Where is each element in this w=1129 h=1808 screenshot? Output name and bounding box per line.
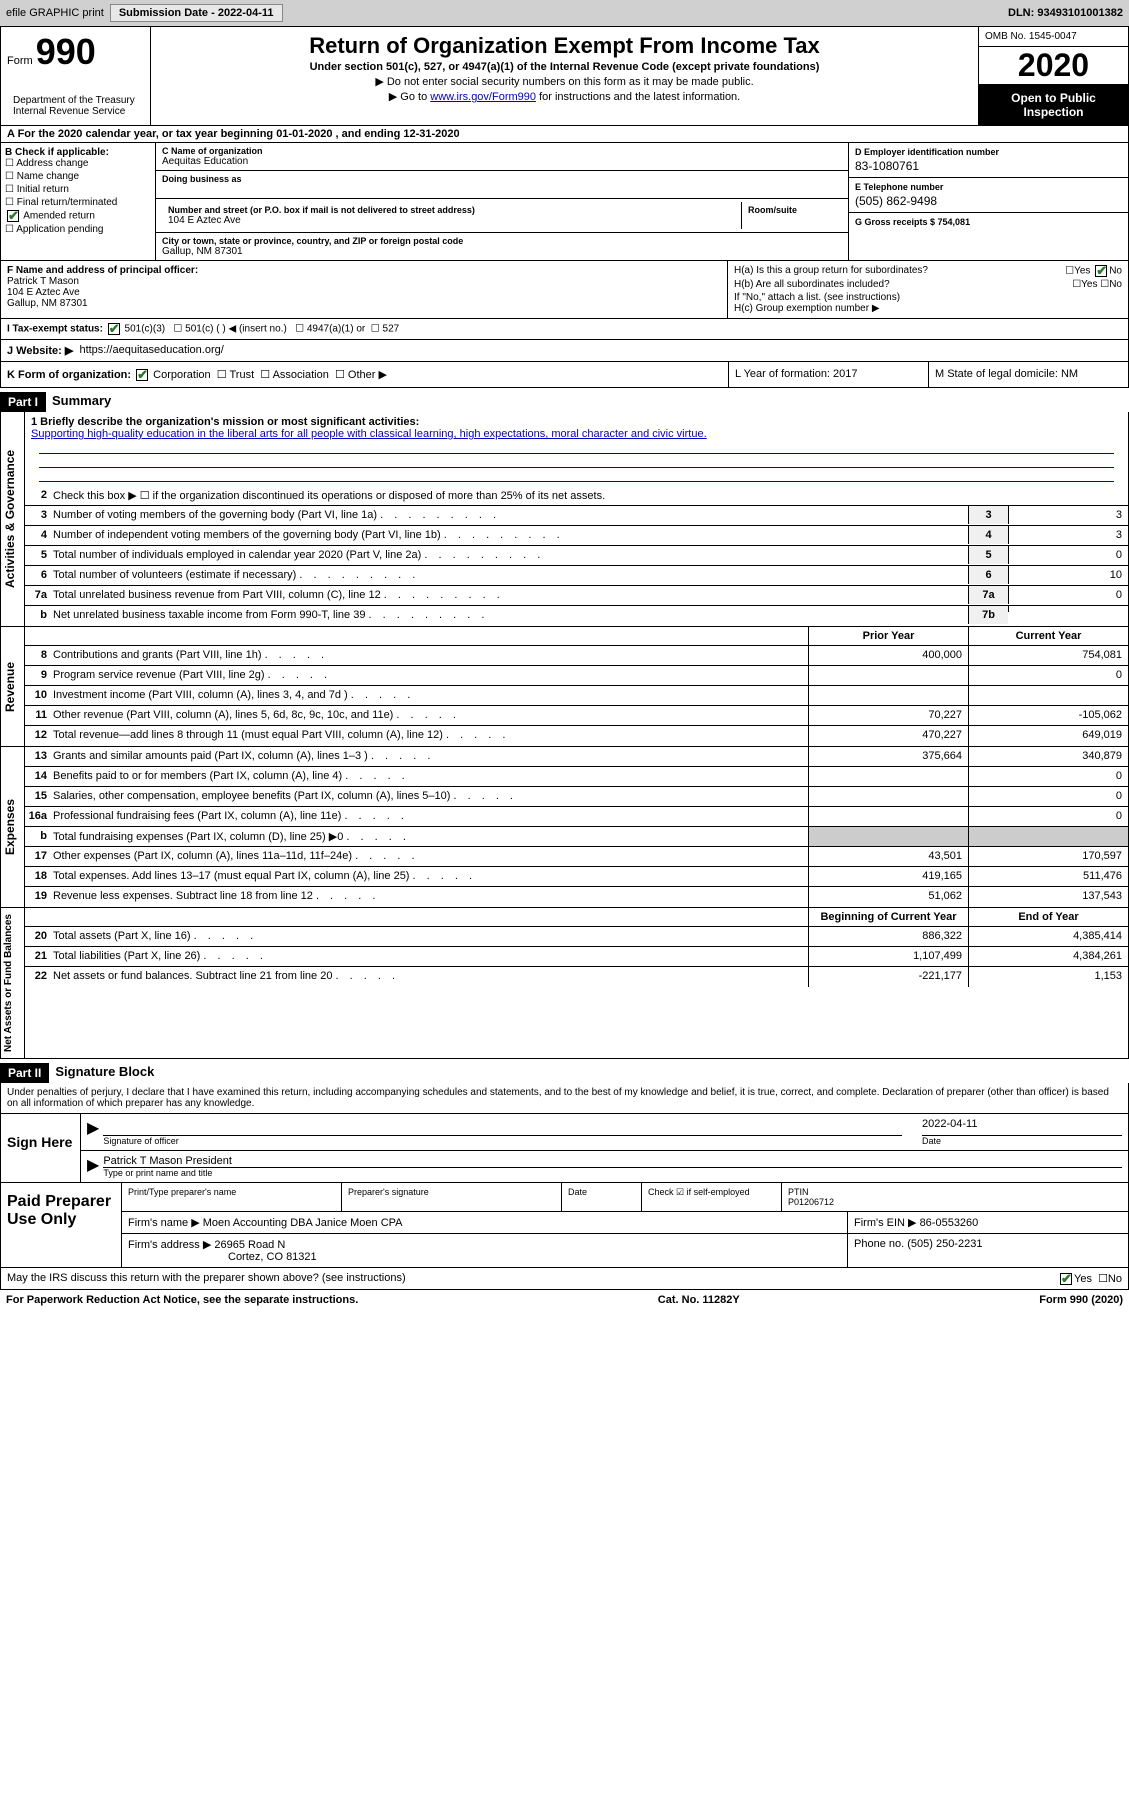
sidebar-netassets: Net Assets or Fund Balances xyxy=(1,908,25,1058)
form-number: 990 xyxy=(36,31,96,72)
footer-discuss: May the IRS discuss this return with the… xyxy=(0,1268,1129,1290)
part1-governance: Activities & Governance 1 Briefly descri… xyxy=(0,412,1129,627)
header-bar: efile GRAPHIC print Submission Date - 20… xyxy=(0,0,1129,26)
arrow-icon: ▶ xyxy=(87,1155,99,1178)
section-h: H(a) Is this a group return for subordin… xyxy=(728,261,1128,318)
form-word: Form xyxy=(7,55,33,67)
paid-preparer-block: Paid Preparer Use Only Print/Type prepar… xyxy=(0,1183,1129,1268)
year-formation: L Year of formation: 2017 xyxy=(728,362,928,387)
declaration-text: Under penalties of perjury, I declare th… xyxy=(0,1083,1129,1114)
mission-text: Supporting high-quality education in the… xyxy=(31,428,707,440)
chk-final-return[interactable]: ☐ Final return/terminated xyxy=(5,197,151,208)
dln-label: DLN: 93493101001382 xyxy=(1008,7,1123,19)
paid-prep-label: Paid Preparer Use Only xyxy=(1,1183,121,1267)
ein-value: 83-1080761 xyxy=(855,159,1122,173)
section-d: D Employer identification number 83-1080… xyxy=(848,143,1128,260)
row-j: J Website: ▶ https://aequitaseducation.o… xyxy=(0,340,1129,362)
gross-receipts: G Gross receipts $ 754,081 xyxy=(855,217,1122,227)
row-i: I Tax-exempt status: 501(c)(3) ☐ 501(c) … xyxy=(0,319,1129,340)
chk-address-change[interactable]: ☐ Address change xyxy=(5,158,151,169)
section-c: C Name of organization Aequitas Educatio… xyxy=(156,143,848,260)
phone-value: (505) 862-9498 xyxy=(855,194,1122,208)
part1-expenses: Expenses 13Grants and similar amounts pa… xyxy=(0,747,1129,908)
section-a: A For the 2020 calendar year, or tax yea… xyxy=(0,126,1129,143)
chk-name-change[interactable]: ☐ Name change xyxy=(5,171,151,182)
part1-title: Summary xyxy=(46,390,117,411)
row-fgh: F Name and address of principal officer:… xyxy=(0,261,1129,319)
open-inspection: Open to Public Inspection xyxy=(979,85,1128,125)
city-state-zip: Gallup, NM 87301 xyxy=(162,246,842,257)
part1-netassets: Net Assets or Fund Balances Beginning of… xyxy=(0,908,1129,1059)
chk-initial-return[interactable]: ☐ Initial return xyxy=(5,184,151,195)
state-domicile: M State of legal domicile: NM xyxy=(928,362,1128,387)
sidebar-governance: Activities & Governance xyxy=(1,412,25,626)
dept-label: Department of the Treasury Internal Reve… xyxy=(7,93,144,119)
chk-app-pending[interactable]: ☐ Application pending xyxy=(5,224,151,235)
form-note2: ▶ Go to www.irs.gov/Form990 for instruct… xyxy=(157,90,972,103)
chk-corporation[interactable] xyxy=(136,369,148,381)
form-title: Return of Organization Exempt From Incom… xyxy=(157,33,972,59)
sidebar-expenses: Expenses xyxy=(1,747,25,907)
footer-final: For Paperwork Reduction Act Notice, see … xyxy=(0,1290,1129,1310)
signature-block: Sign Here ▶ Signature of officer 2022-04… xyxy=(0,1114,1129,1183)
form-header: Form 990 Department of the Treasury Inte… xyxy=(0,26,1129,126)
tax-year: 2020 xyxy=(979,47,1128,85)
sidebar-revenue: Revenue xyxy=(1,627,25,746)
arrow-icon: ▶ xyxy=(87,1118,99,1146)
efile-label: efile GRAPHIC print xyxy=(6,7,104,19)
part1-revenue: Revenue Prior YearCurrent Year 8Contribu… xyxy=(0,627,1129,747)
part2-title: Signature Block xyxy=(49,1061,160,1082)
chk-amended-return[interactable]: Amended return xyxy=(5,210,151,222)
irs-link[interactable]: www.irs.gov/Form990 xyxy=(430,91,536,103)
omb-number: OMB No. 1545-0047 xyxy=(979,27,1128,47)
section-f: F Name and address of principal officer:… xyxy=(1,261,728,318)
sign-here-label: Sign Here xyxy=(1,1114,81,1182)
submission-date-btn[interactable]: Submission Date - 2022-04-11 xyxy=(110,4,283,22)
chk-501c3[interactable] xyxy=(108,323,120,335)
grid-bcde: B Check if applicable: ☐ Address change … xyxy=(0,143,1129,261)
part1-header: Part I xyxy=(0,392,46,412)
part2-header: Part II xyxy=(0,1063,49,1083)
form-subtitle: Under section 501(c), 527, or 4947(a)(1)… xyxy=(157,61,972,73)
website-value: https://aequitaseducation.org/ xyxy=(79,344,223,357)
street-address: 104 E Aztec Ave xyxy=(168,215,735,226)
form-note1: ▶ Do not enter social security numbers o… xyxy=(157,75,972,88)
row-klm: K Form of organization: Corporation ☐ Tr… xyxy=(0,362,1129,388)
org-name: Aequitas Education xyxy=(162,156,842,167)
section-b: B Check if applicable: ☐ Address change … xyxy=(1,143,156,260)
